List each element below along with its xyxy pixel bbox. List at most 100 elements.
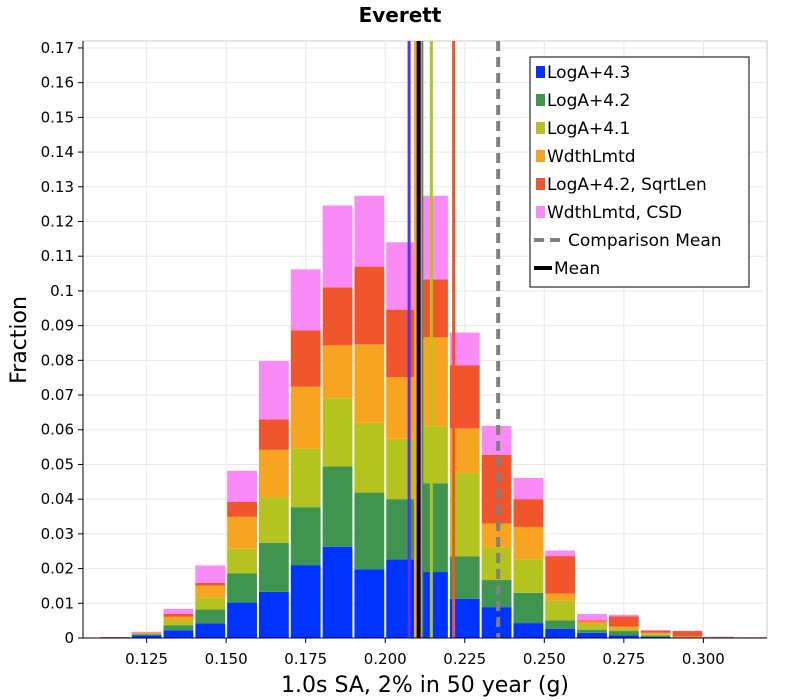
chart-title: Everett	[359, 3, 442, 27]
y-tick-label-16: 0.16	[41, 74, 74, 92]
bar-loga-4-2-17	[640, 635, 671, 637]
legend-comparison-mean-label: Comparison Mean	[568, 231, 722, 251]
bar-loga-4-1-16	[608, 628, 639, 632]
y-tick-label-17: 0.17	[41, 39, 74, 57]
bar-wdthlmtd-7	[322, 345, 353, 399]
bar-wdthlmtd-csd-8	[354, 195, 385, 267]
bar-loga-4-3-8	[354, 569, 385, 638]
bar-loga-4-2-6	[290, 507, 321, 566]
bar-loga-4-1-8	[354, 422, 385, 493]
bar-wdthlmtd-csd-15	[577, 614, 607, 621]
x-tick-label-5: 0.250	[523, 650, 566, 668]
y-tick-label-0: 0	[64, 629, 74, 647]
y-tick-label-2: 0.02	[41, 560, 74, 578]
bar-wdthlmtd-csd-4	[227, 470, 257, 502]
bar-loga-4-2-sqrtlen-13	[513, 499, 544, 527]
bar-loga-4-2-14	[545, 620, 576, 629]
bar-loga-4-2-5	[258, 542, 289, 592]
y-tick-label-1: 0.01	[41, 594, 74, 612]
bar-wdthlmtd-2	[163, 616, 194, 621]
bar-loga-4-2-sqrtlen-14	[545, 556, 576, 594]
y-tick-label-14: 0.14	[41, 143, 74, 161]
y-tick-label-12: 0.12	[41, 212, 74, 230]
bar-loga-4-3-14	[545, 628, 576, 638]
bar-loga-4-1-13	[513, 559, 544, 593]
bar-wdthlmtd-9	[386, 376, 417, 439]
legend-loga-4-3-swatch	[536, 66, 545, 78]
bar-wdthlmtd-12	[481, 523, 512, 548]
legend-loga-4-2-label: LogA+4.2	[547, 91, 630, 111]
legend-loga-4-1-label: LogA+4.1	[547, 119, 630, 139]
x-tick-label-1: 0.150	[205, 650, 248, 668]
legend-mean-label: Mean	[554, 259, 600, 279]
bar-loga-4-2-sqrtlen-16	[608, 616, 639, 627]
bar-loga-4-2-sqrtlen-8	[354, 266, 385, 345]
bar-loga-4-2-1	[131, 634, 162, 636]
bar-loga-4-2-sqrtlen-5	[258, 419, 289, 450]
legend-loga-4-2-swatch	[536, 94, 545, 106]
bar-loga-4-1-3	[195, 597, 226, 610]
bar-loga-4-2-2	[163, 625, 194, 631]
y-tick-label-15: 0.15	[41, 108, 74, 126]
x-axis-label: 1.0s SA, 2% in 50 year (g)	[281, 673, 569, 698]
y-tick-label-5: 0.05	[41, 455, 74, 473]
legend-box	[529, 56, 750, 288]
bar-wdthlmtd-16	[608, 626, 639, 629]
y-tick-label-4: 0.04	[41, 490, 74, 508]
bar-loga-4-2-sqrtlen-7	[322, 287, 353, 346]
bar-loga-4-1-1	[131, 633, 162, 635]
y-tick-label-13: 0.13	[41, 178, 74, 196]
x-tick-label-2: 0.175	[284, 650, 327, 668]
bar-loga-4-2-3	[195, 609, 226, 624]
bar-loga-4-1-9	[386, 438, 417, 500]
x-axis: 0.125 0.150 0.175 0.200 0.225 0.250 0.275 0.300	[83, 637, 767, 668]
bar-wdthlmtd-13	[513, 526, 544, 560]
bar-loga-4-1-2	[163, 620, 194, 626]
bar-wdthlmtd-3	[195, 585, 226, 598]
legend-wdthlmtd-swatch	[536, 150, 545, 162]
legend: LogA+4.3 LogA+4.2 LogA+4.1 WdthLmtd LogA+4.2…	[529, 56, 750, 288]
bar-loga-4-2-16	[608, 631, 639, 636]
bar-wdthlmtd-csd-17	[640, 630, 671, 631]
legend-wdthlmtd-label: WdthLmtd	[547, 147, 636, 167]
bar-loga-4-2-sqrtlen-2	[163, 613, 194, 617]
bar-loga-4-1-15	[577, 624, 607, 630]
bar-loga-4-2-sqrtlen-18	[672, 631, 703, 637]
y-tick-label-9: 0.09	[41, 317, 74, 335]
legend-loga-4-3-label: LogA+4.3	[547, 63, 630, 83]
y-tick-label-10: 0.1	[50, 282, 74, 300]
bar-loga-4-2-sqrtlen-15	[577, 620, 607, 622]
legend-loga-4-2-sqrtlen-label: LogA+4.2, SqrtLen	[547, 175, 707, 195]
y-tick-label-7: 0.07	[41, 386, 74, 404]
x-tick-label-0: 0.125	[125, 650, 168, 668]
bar-wdthlmtd-8	[354, 344, 385, 423]
bar-wdthlmtd-csd-14	[545, 550, 576, 557]
bar-loga-4-3-16	[608, 635, 639, 638]
bar-loga-4-1-17	[640, 634, 671, 636]
bar-loga-4-2-sqrtlen-4	[227, 501, 257, 517]
bar-loga-4-2-15	[577, 629, 607, 633]
bar-loga-4-2-sqrtlen-17	[640, 630, 671, 633]
bar-loga-4-2-8	[354, 492, 385, 570]
legend-wdthlmtd-csd-label: WdthLmtd, CSD	[547, 203, 682, 223]
bar-loga-4-1-5	[258, 497, 289, 543]
bar-loga-4-3-1	[131, 635, 162, 638]
mean-lines	[407, 41, 501, 638]
bar-loga-4-3-9	[386, 559, 417, 638]
bar-wdthlmtd-14	[545, 593, 576, 601]
bar-loga-4-3-5	[258, 591, 289, 638]
bar-loga-4-2-sqrtlen-6	[290, 330, 321, 387]
bar-loga-4-3-4	[227, 602, 257, 638]
bar-loga-4-3-13	[513, 623, 544, 638]
bar-wdthlmtd-csd-1	[131, 631, 162, 633]
bar-wdthlmtd-4	[227, 516, 257, 549]
bar-loga-4-3-17	[640, 636, 671, 638]
bar-wdthlmtd-csd-7	[322, 205, 353, 288]
legend-wdthlmtd-csd-swatch	[536, 206, 545, 218]
bar-wdthlmtd-5	[258, 449, 289, 498]
bar-wdthlmtd-csd-2	[163, 608, 194, 614]
x-tick-label-4: 0.225	[443, 650, 486, 668]
y-tick-label-11: 0.11	[41, 247, 74, 265]
y-axis: 0 0.01 0.02 0.03 0.04 0.05 0.06 0.07 0.08 0.09 0.1…	[41, 39, 84, 647]
